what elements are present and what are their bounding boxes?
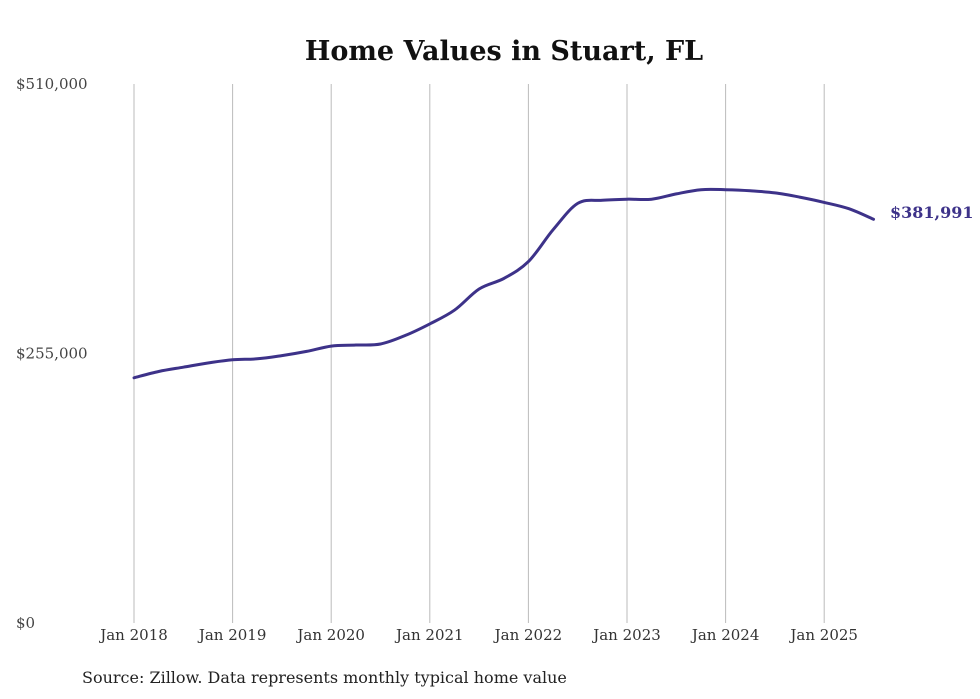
x-tick-label: Jan 2018 — [98, 626, 168, 644]
x-tick-label: Jan 2022 — [493, 626, 563, 644]
y-tick-label: $0 — [16, 614, 35, 632]
x-tick-label: Jan 2025 — [788, 626, 858, 644]
x-tick-label: Jan 2019 — [197, 626, 267, 644]
y-tick-label: $510,000 — [16, 75, 88, 93]
end-value-label: $381,991 — [890, 203, 974, 222]
x-axis-ticks: Jan 2018 Jan 2019 Jan 2020 Jan 2021 Jan 2022… — [98, 626, 858, 644]
home-value-line — [132, 187, 875, 380]
x-tick-label: Jan 2024 — [690, 626, 760, 644]
x-tick-label: Jan 2020 — [295, 626, 365, 644]
chart-title: Home Values in Stuart, FL — [305, 36, 703, 67]
y-axis-ticks: $0 $255,000 $510,000 — [16, 75, 88, 632]
gridlines — [133, 84, 825, 623]
y-tick-label: $255,000 — [16, 345, 88, 363]
x-tick-label: Jan 2023 — [591, 626, 661, 644]
source-note: Source: Zillow. Data represents monthly … — [82, 668, 567, 687]
x-tick-label: Jan 2021 — [394, 626, 464, 644]
